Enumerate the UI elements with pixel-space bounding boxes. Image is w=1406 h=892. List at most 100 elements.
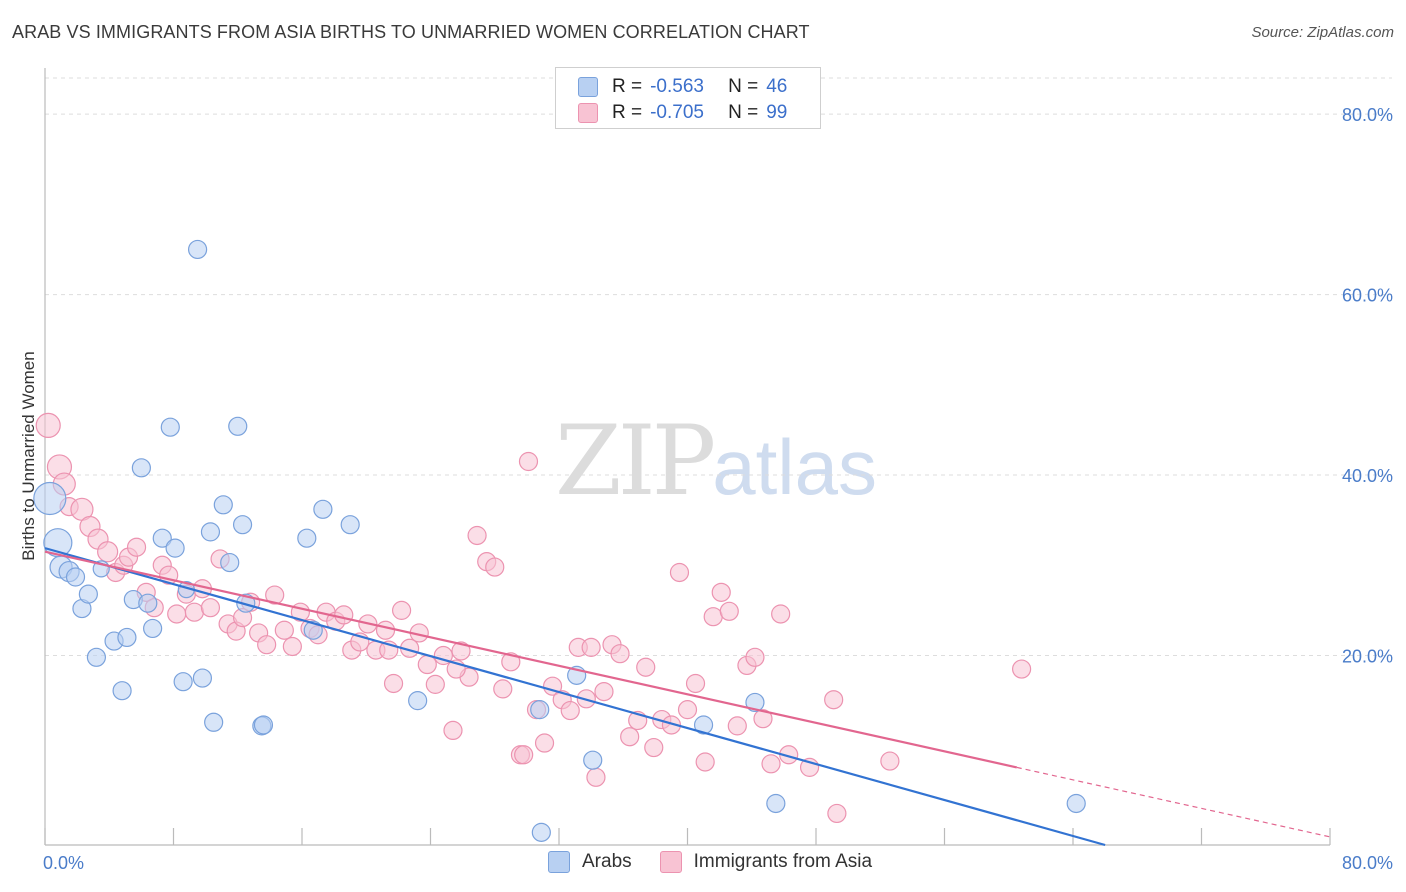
grid-lines	[45, 77, 1392, 657]
asia-point	[703, 607, 723, 627]
y-tick-label: 40.0%	[1342, 466, 1393, 486]
asia-legend-label: Immigrants from Asia	[693, 851, 873, 872]
asia-point	[451, 641, 471, 661]
asia-points	[35, 412, 1032, 824]
asia-point	[35, 412, 61, 439]
asia-point	[669, 562, 690, 583]
asia-point	[534, 733, 555, 753]
arabs-point	[204, 712, 224, 732]
arabs-point	[236, 593, 256, 613]
arabs-point	[112, 681, 132, 701]
arabs-point	[165, 538, 185, 558]
arabs-point	[745, 692, 765, 713]
asia-point	[880, 751, 900, 771]
asia-point	[1011, 659, 1032, 679]
arabs-point	[531, 822, 551, 842]
arabs-points	[33, 239, 1086, 842]
arabs-legend-label: Arabs	[582, 851, 632, 872]
y-tick-label: 80.0%	[1342, 105, 1393, 125]
asia-point	[761, 754, 781, 774]
asia-point	[581, 637, 601, 657]
arabs-point	[152, 528, 172, 548]
arabs-point	[408, 691, 428, 711]
arabs-point	[65, 567, 86, 587]
arabs-point	[138, 593, 158, 613]
arabs-point	[33, 481, 67, 516]
asia-point	[586, 767, 606, 787]
stats-legend: R = -0.563 N = 46 R = -0.705 N = 99	[555, 67, 821, 129]
y-axis-label: Births to Unmarried Women	[19, 351, 38, 560]
arabs-point	[187, 239, 208, 260]
asia-point	[425, 674, 445, 694]
asia-point	[560, 700, 580, 721]
legend-row-asia: R = -0.705 N = 99	[578, 101, 787, 125]
arabs-point	[220, 552, 240, 573]
legend-item-asia: Immigrants from Asia	[659, 851, 873, 873]
arabs-point	[86, 647, 107, 667]
arabs-n-label: N =	[728, 76, 759, 97]
arabs-point	[583, 750, 603, 770]
arabs-point	[297, 528, 317, 548]
asia-point	[167, 604, 187, 624]
asia-point	[620, 727, 640, 747]
arabs-point	[160, 417, 180, 437]
series-legend: Arabs Immigrants from Asia	[548, 851, 900, 873]
arabs-point	[192, 668, 213, 688]
asia-point	[443, 720, 463, 741]
asia-point	[485, 557, 505, 577]
arabs-point	[228, 416, 248, 436]
arabs-point	[78, 584, 98, 604]
asia-point	[824, 690, 844, 710]
arabs-point	[1066, 793, 1086, 814]
chart-title: ARAB VS IMMIGRANTS FROM ASIA BIRTHS TO U…	[12, 22, 810, 42]
asia-point	[719, 601, 739, 621]
arabs-point	[117, 627, 137, 648]
asia-point	[594, 681, 614, 702]
legend-item-arabs: Arabs	[548, 851, 632, 873]
tick-labels: 20.0% 40.0% 60.0% 80.0% 0.0% 80.0% Births to U…	[19, 105, 1393, 873]
source-label: Source: ZipAtlas.com	[1251, 24, 1394, 41]
arabs-point	[530, 700, 550, 720]
asia-point	[827, 803, 847, 824]
y-tick-label: 60.0%	[1342, 286, 1393, 306]
asia-n-value: 99	[766, 102, 788, 123]
asia-trend-extension	[1016, 766, 1331, 838]
asia-point	[257, 635, 277, 655]
asia-point	[636, 657, 656, 677]
asia-r-value: -0.705	[650, 102, 704, 123]
asia-point	[200, 598, 221, 618]
arabs-trend-line	[44, 547, 1106, 847]
asia-point	[184, 602, 204, 622]
asia-legend-swatch	[659, 851, 682, 873]
asia-point	[334, 605, 354, 625]
asia-point	[274, 620, 294, 640]
trend-lines	[44, 547, 1331, 847]
arabs-point	[340, 515, 360, 535]
asia-point	[745, 647, 765, 667]
asia-point	[493, 679, 513, 699]
asia-r-label: R =	[612, 102, 643, 123]
arabs-point	[766, 793, 786, 814]
asia-point	[265, 585, 285, 605]
asia-point	[97, 541, 119, 563]
axes	[44, 68, 1331, 846]
arabs-point	[232, 515, 253, 535]
arabs-point	[131, 458, 151, 478]
arabs-r-value: -0.563	[650, 76, 704, 97]
asia-point	[391, 600, 412, 620]
asia-point	[695, 752, 715, 772]
arabs-point	[143, 618, 163, 639]
y-tick-label: 20.0%	[1342, 647, 1393, 667]
legend-row-arabs: R = -0.563 N = 46	[578, 75, 787, 99]
arabs-r-label: R =	[612, 76, 643, 97]
asia-point	[711, 582, 731, 602]
asia-point	[518, 451, 539, 472]
asia-trend-line	[44, 550, 1018, 769]
arabs-point	[253, 715, 274, 735]
asia-point	[727, 716, 747, 736]
arabs-swatch	[578, 77, 598, 97]
asia-point	[501, 652, 521, 672]
asia-point	[375, 620, 396, 640]
x-tick-label: 80.0%	[1342, 853, 1393, 873]
